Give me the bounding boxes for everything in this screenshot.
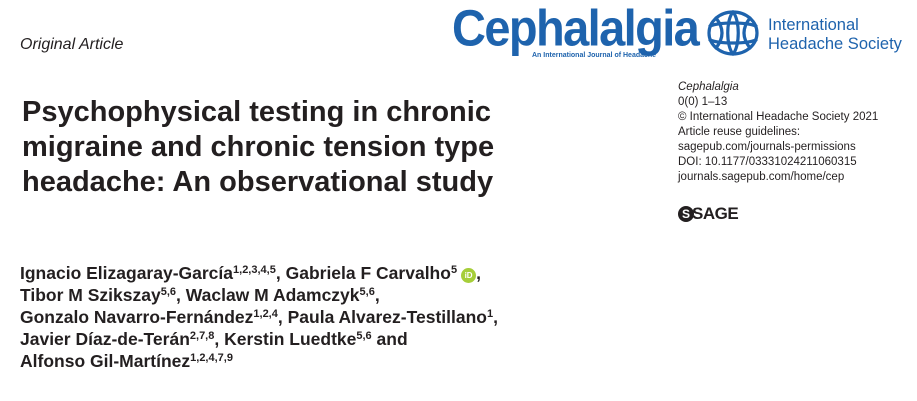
author-affiliation: 1,2,4,7,9 [190,352,233,364]
author-affiliation: 1,2,4 [253,308,278,320]
article-metadata: Cephalalgia 0(0) 1–13 © International He… [678,80,878,185]
separator: , [275,263,281,283]
author-name: Gabriela F Carvalho [285,263,451,283]
society-name-line-1: International [768,16,859,34]
separator: , [493,307,498,327]
separator: , [277,307,283,327]
meta-reuse-guidelines: Article reuse guidelines: [678,126,801,138]
separator: , [374,285,380,305]
article-title: Psychophysical testing in chronic migrai… [22,95,582,200]
author-line-3: Gonzalo Navarro-Fernández1,2,4, Paula Al… [20,306,498,328]
meta-journal-name: Cephalalgia [678,81,739,93]
author-affiliation: 2,7,8 [189,330,215,342]
journal-tagline: An International Journal of Headache [532,52,657,59]
meta-issue: 0(0) 1–13 [678,96,728,108]
author-name: Waclaw M Adamczyk [185,285,360,305]
society-logo: International Headache Society [706,6,906,62]
separator: , [176,285,181,305]
sage-s-icon: S [678,206,694,222]
separator: , [214,329,220,349]
meta-permissions-link[interactable]: sagepub.com/journals-permissions [678,141,856,153]
meta-doi[interactable]: DOI: 10.1177/03331024211060315 [678,156,857,168]
author-line-2: Tibor M Szikszay5,6, Waclaw M Adamczyk5,… [20,284,498,306]
author-affiliation: 5,6 [160,286,176,298]
author-line-1: Ignacio Elizagaray-García1,2,3,4,5, Gabr… [20,262,498,284]
article-type-label: Original Article [20,36,124,53]
meta-copyright: © International Headache Society 2021 [678,111,879,123]
ihs-brain-logo-icon [707,10,759,56]
conjunction-and: and [376,329,408,349]
author-name: Gonzalo Navarro-Fernández [20,307,254,327]
title-line-2: migraine and chronic tension type [22,131,495,163]
title-line-1: Psychophysical testing in chronic [22,96,491,128]
author-line-5: Alfonso Gil-Martínez1,2,4,7,9 [20,350,498,372]
author-name: Javier Díaz-de-Terán [20,329,190,349]
author-affiliation: 1 [486,308,494,320]
author-affiliation: 5,6 [359,286,375,298]
society-name: International Headache Society [768,16,902,54]
journal-wordmark: Cephalalgia [452,0,700,57]
author-affiliation: 5,6 [356,330,372,342]
society-name-line-2: Headache Society [768,35,902,53]
meta-journal-url[interactable]: journals.sagepub.com/home/cep [678,171,845,183]
sage-wordmark: SAGE [692,204,739,223]
publisher-logo: S SAGE [678,204,739,224]
author-name: Tibor M Szikszay [20,285,161,305]
author-name: Alfonso Gil-Martínez [20,351,191,371]
journal-logo: Cephalalgia An International Journal of … [452,0,700,64]
author-name: Kerstin Luedtke [224,329,357,349]
author-name: Paula Alvarez-Testillano [287,307,487,327]
orcid-icon[interactable]: iD [461,268,477,283]
author-line-4: Javier Díaz-de-Terán2,7,8, Kerstin Luedt… [20,328,498,350]
author-affiliation: 1,2,3,4,5 [233,264,276,276]
title-line-3: headache: An observational study [22,166,494,198]
author-name: Ignacio Elizagaray-García [20,263,234,283]
separator: , [476,263,481,283]
author-affiliation: 5 [450,264,458,276]
author-list: Ignacio Elizagaray-García1,2,3,4,5, Gabr… [20,262,498,372]
